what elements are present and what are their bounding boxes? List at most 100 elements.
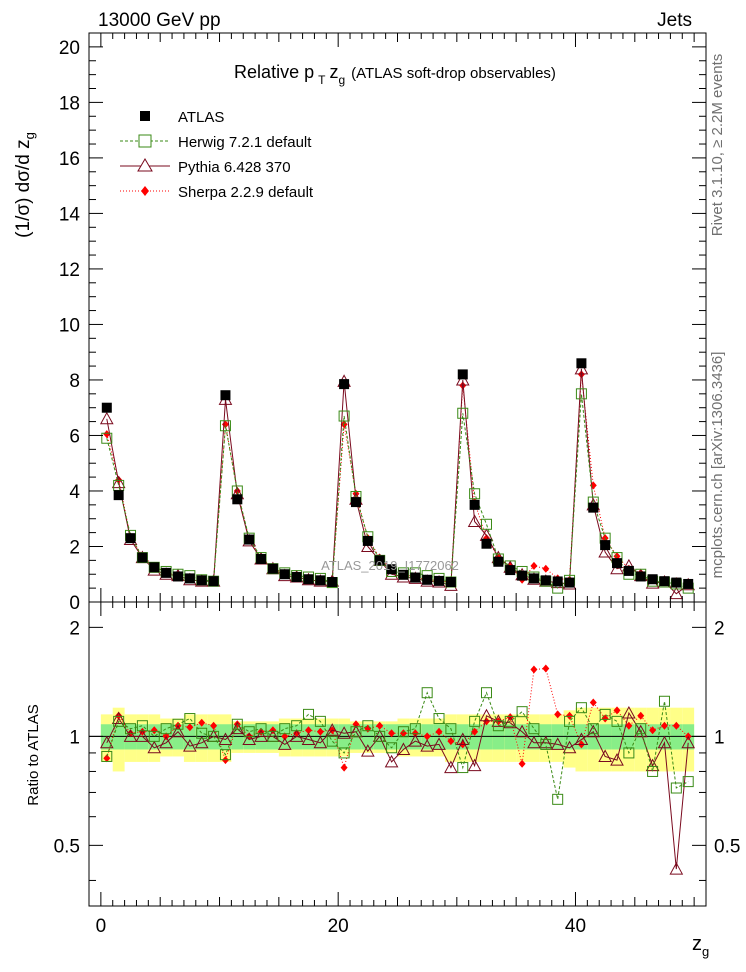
ratio-y-tick-label: 1 [69,727,80,748]
ratio-point-sherpa [649,726,657,735]
ratio-point-sherpa [625,721,633,730]
legend-label-herwig: Herwig 7.2.1 default [178,134,312,151]
ratio-point-sherpa [672,721,680,730]
y-tick-label: 4 [69,482,80,503]
ratio-point-sherpa [316,727,324,736]
ratio-point-pythia [586,724,601,738]
ratio-point-pythia [598,749,612,762]
ratio-point-herwig [504,715,516,727]
ratio-point-sherpa [388,729,396,738]
point-atlas [196,575,207,586]
ratio-point-sherpa [435,727,443,736]
ratio-point-pythia [194,735,209,749]
point-atlas [647,574,658,585]
ratio-point-herwig [516,706,528,718]
mcplots-info: mcplots.cern.ch [arXiv:1306.3436] [709,352,726,579]
ratio-point-herwig [397,726,409,738]
ratio-point-herwig [587,723,599,735]
legend-label-sherpa: Sherpa 2.2.9 default [178,184,314,201]
ratio-point-pythia [681,735,696,749]
x-tick-label: 0 [96,916,107,937]
ratio-point-sherpa [589,698,597,707]
ratio-point-sherpa [198,718,206,727]
point-atlas [161,567,172,578]
ratio-point-pythia [396,742,411,755]
uncertainty-band-inner [361,724,374,750]
ratio-point-sherpa [376,721,384,730]
ratio-point-sherpa [150,726,158,735]
ratio-point-sherpa [423,732,431,741]
ratio-point-pythia [242,732,257,746]
point-atlas [220,390,231,401]
point-atlas [386,564,397,575]
header-left: 13000 GeV pp [98,10,221,31]
ratio-point-herwig [267,730,279,742]
point-atlas [528,573,539,584]
ratio-point-pythia [527,735,541,749]
point-sherpa [103,430,111,439]
ratio-point-herwig [291,720,303,732]
point-atlas [434,575,445,586]
ratio-point-sherpa [305,726,313,735]
uncertainty-band-inner [551,724,564,750]
ratio-point-herwig [647,765,659,777]
ratio-point-herwig [326,735,338,747]
ratio-point-herwig [611,715,623,727]
ratio-point-herwig [540,738,552,750]
ratio-point-sherpa [399,729,407,738]
ratio-point-pythia [515,724,529,738]
legend-entry-herwig: Herwig 7.2.1 default [120,134,312,151]
y-tick-label: 8 [69,371,80,392]
ratio-point-pythia [159,735,173,749]
top-series-layer [99,358,696,600]
legend-label-pythia: Pythia 6.428 370 [178,159,291,176]
point-atlas [493,556,504,567]
ratio-point-sherpa [660,721,668,730]
legend-marker-herwig [138,134,152,148]
ratio-point-herwig [196,727,208,739]
ratio-point-pythia [467,758,482,772]
ratio-y-tick-label-right: 2 [714,618,725,639]
point-atlas [125,533,136,544]
legend: ATLAS Herwig 7.2.1 default Pythia 6.428 … [120,109,314,201]
ratio-point-sherpa [613,706,621,715]
uncertainty-band-inner [231,724,244,750]
ratio-point-pythia [123,729,138,742]
point-atlas [457,369,468,380]
point-atlas [362,535,373,546]
point-atlas [671,577,682,588]
point-atlas [184,573,195,584]
ratio-point-herwig [492,720,504,732]
point-atlas [350,497,361,508]
ratio-point-herwig [101,750,113,762]
analysis-watermark: ATLAS_2019_I1772062 [321,558,459,573]
ratio-y-tick-label: 2 [69,618,80,639]
x-tick-label: 40 [565,916,586,937]
point-sherpa [542,564,550,573]
ratio-point-pythia [384,754,399,768]
point-herwig [338,410,350,422]
ratio-point-pythia [444,760,458,774]
legend-marker-sherpa [141,186,149,196]
x-tick-label: 20 [328,916,349,937]
uncertainty-band-inner [444,724,457,750]
ratio-point-sherpa [554,710,562,719]
ratio-point-herwig [670,782,682,794]
ratio-point-pythia [230,721,245,735]
ratio-point-pythia [360,744,375,757]
point-atlas [208,576,219,587]
ratio-point-pythia [432,737,446,750]
point-sherpa [530,561,538,570]
uncertainty-band-inner [338,724,351,750]
ratio-point-herwig [564,715,576,727]
y-tick-label: 20 [59,38,80,59]
point-herwig [469,488,481,500]
point-pythia [669,586,684,600]
ratio-point-herwig [682,776,694,788]
point-pythia [455,372,470,386]
uncertainty-band-inner [302,724,315,750]
ratio-point-pythia [479,708,494,722]
ratio-point-herwig [350,726,362,738]
point-atlas [552,576,563,587]
